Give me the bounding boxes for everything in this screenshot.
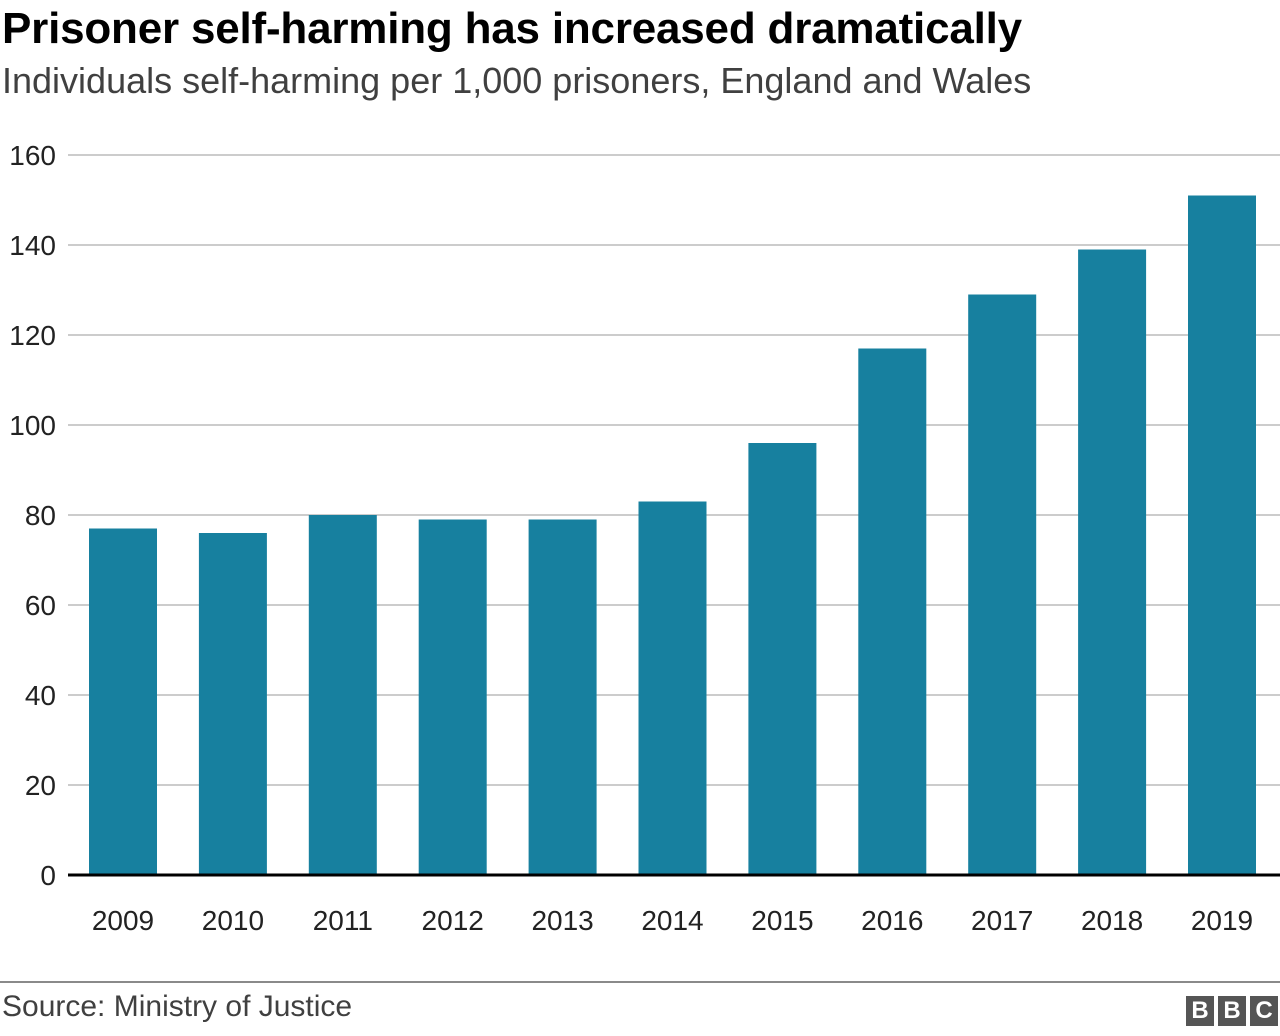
x-tick-label: 2017 <box>971 905 1033 936</box>
y-tick-label: 140 <box>9 230 56 261</box>
y-tick-label: 80 <box>25 500 56 531</box>
bar <box>198 533 267 875</box>
y-tick-label: 160 <box>9 140 56 171</box>
bar <box>638 501 707 875</box>
bbc-logo: B B C <box>1186 996 1278 1026</box>
bar <box>748 443 817 875</box>
x-tick-label: 2012 <box>422 905 484 936</box>
bar <box>858 348 927 875</box>
x-tick-label: 2014 <box>641 905 703 936</box>
y-tick-label: 0 <box>40 860 56 891</box>
x-tick-label: 2010 <box>202 905 264 936</box>
bar <box>528 519 597 875</box>
footer-divider <box>0 981 1280 983</box>
source-note: Source: Ministry of Justice <box>2 990 353 1023</box>
bar <box>1188 195 1256 875</box>
bar <box>1078 249 1147 875</box>
y-tick-label: 20 <box>25 770 56 801</box>
y-tick-label: 120 <box>9 320 56 351</box>
x-axis-ticks: 2009 2010 2011 2012 2013 2014 2015 2016 2017 2018… <box>92 905 1253 936</box>
logo-letter: B <box>1186 996 1214 1026</box>
x-tick-label: 2011 <box>313 905 373 936</box>
x-tick-label: 2009 <box>92 905 154 936</box>
logo-letter: B <box>1218 996 1246 1026</box>
bar <box>418 519 487 875</box>
bar <box>89 528 157 875</box>
x-tick-label: 2019 <box>1191 905 1253 936</box>
x-tick-label: 2013 <box>531 905 593 936</box>
y-tick-label: 40 <box>25 680 56 711</box>
bars <box>89 195 1256 875</box>
y-tick-label: 100 <box>9 410 56 441</box>
chart-subtitle: Individuals self-harming per 1,000 priso… <box>2 60 1032 101</box>
x-tick-label: 2018 <box>1081 905 1143 936</box>
logo-letter: C <box>1250 996 1278 1026</box>
x-tick-label: 2016 <box>861 905 923 936</box>
x-tick-label: 2015 <box>751 905 813 936</box>
y-tick-label: 60 <box>25 590 56 621</box>
chart-title: Prisoner self-harming has increased dram… <box>2 4 1022 53</box>
bar <box>968 294 1037 875</box>
bar <box>308 515 377 875</box>
y-axis-ticks: 0 20 40 60 80 100 120 140 160 <box>9 140 56 891</box>
